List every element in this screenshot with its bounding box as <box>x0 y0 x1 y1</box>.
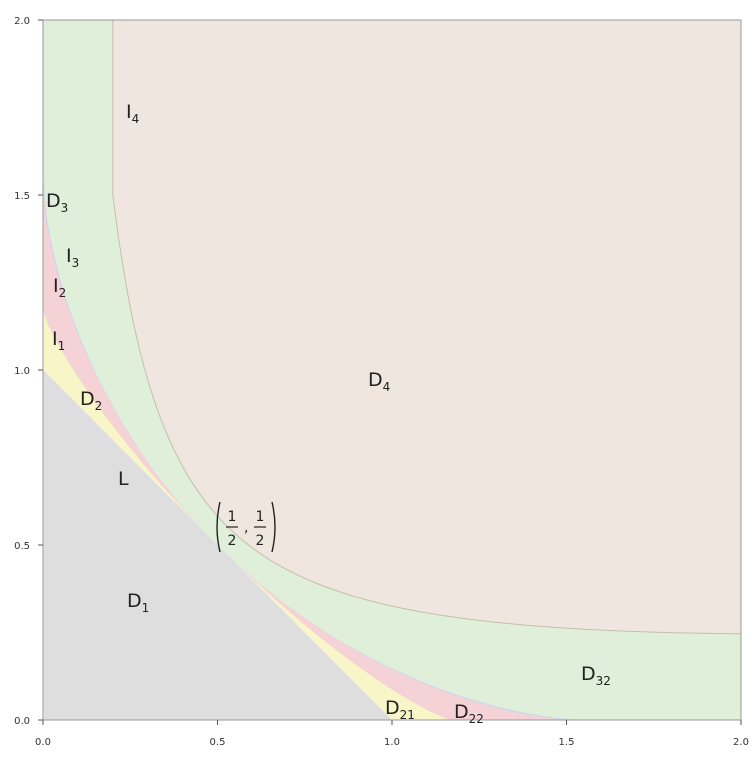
point-left-paren <box>216 501 221 553</box>
y-tick-label: 0.5 <box>14 541 30 552</box>
region-label-i4: I4 <box>126 101 139 126</box>
region-label-d4: D4 <box>368 369 390 394</box>
y-axis-ticks: 0.0 0.5 1.0 1.5 2.0 <box>14 16 43 727</box>
x-tick-label: 0.5 <box>210 737 226 748</box>
x-tick-label: 2.0 <box>733 737 749 748</box>
y-tick-label: 2.0 <box>14 16 30 27</box>
point-y-denominator: 2 <box>256 533 265 549</box>
x-tick-label: 1.5 <box>559 737 575 748</box>
region-label-d32: D32 <box>581 663 611 688</box>
regions-layer <box>43 20 741 720</box>
region-label-i2: I2 <box>53 275 66 300</box>
region-label-l: L <box>118 468 129 490</box>
point-right-paren <box>271 501 276 553</box>
region-label-d21: D21 <box>385 697 415 722</box>
y-tick-label: 0.0 <box>14 716 30 727</box>
region-label-d2: D2 <box>80 388 102 413</box>
region-label-d1: D1 <box>127 590 149 615</box>
point-y-numerator: 1 <box>256 509 265 525</box>
y-tick-label: 1.0 <box>14 366 30 377</box>
y-tick-label: 1.5 <box>14 191 30 202</box>
point-label-half-half: 12,12 <box>216 501 276 553</box>
region-label-d3: D3 <box>46 190 68 215</box>
x-tick-label: 1.0 <box>384 737 400 748</box>
point-x-denominator: 2 <box>228 533 237 549</box>
region-label-i3: I3 <box>66 245 79 270</box>
x-tick-label: 0.0 <box>35 737 51 748</box>
point-comma: , <box>244 520 248 536</box>
boundary-curves <box>112 20 742 635</box>
region-label-i1: I1 <box>52 328 65 353</box>
region-label-d22: D22 <box>454 701 484 726</box>
x-axis-ticks: 0.0 0.5 1.0 1.5 2.0 <box>35 720 749 748</box>
boundary-d4 <box>112 20 742 635</box>
region-d1 <box>43 370 392 720</box>
point-x-numerator: 1 <box>228 509 237 525</box>
